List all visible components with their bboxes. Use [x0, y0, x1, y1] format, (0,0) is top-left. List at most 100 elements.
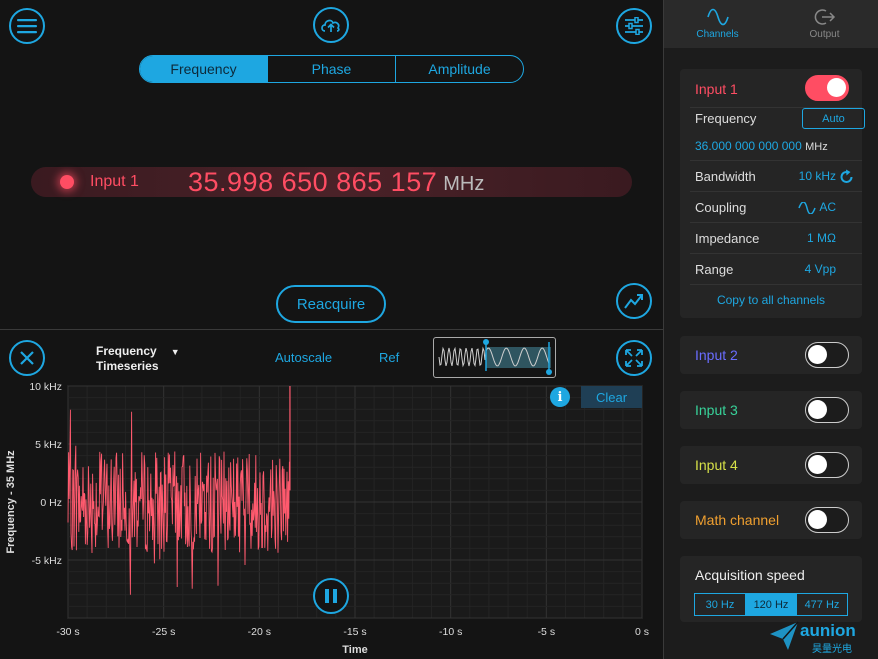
cloud-upload-button[interactable] [313, 7, 349, 43]
brand-subtitle: 昊量光电 [812, 644, 852, 655]
range-row[interactable]: Range 4 Vpp [695, 262, 852, 277]
plot-type-selector[interactable]: Frequency ▼ Timeseries [96, 344, 180, 373]
impedance-row[interactable]: Impedance 1 MΩ [695, 231, 852, 246]
frequency-auto-button[interactable]: Auto [802, 108, 865, 129]
ref-button[interactable]: Ref [379, 350, 400, 365]
toggle-knob [808, 345, 827, 364]
acquisition-speed-card: Acquisition speed 30 Hz 120 Hz 477 Hz [680, 556, 862, 622]
speed-477hz[interactable]: 477 Hz [804, 598, 840, 611]
impedance-value: 1 MΩ [807, 231, 836, 245]
input3-card: Input 3 [680, 391, 862, 429]
frequency-readout: Input 1 35.998 650 865 157 MHz [31, 167, 632, 197]
close-icon [20, 351, 34, 365]
trend-icon [624, 294, 643, 309]
math-channel-label: Math channel [695, 512, 780, 528]
x-tick-label: -10 s [439, 626, 462, 638]
timeline-minimap[interactable] [433, 337, 556, 378]
plot-type-line1: Frequency [96, 344, 157, 358]
divider [690, 191, 862, 192]
toggle-knob [827, 78, 846, 97]
tab-channels[interactable]: Channels [664, 0, 771, 48]
minimap-handle-right[interactable] [546, 369, 552, 375]
channel-sidebar: Channels Output Input 1 Frequency Auto 3… [664, 0, 878, 659]
output-icon [814, 9, 835, 25]
panel-divider [0, 329, 663, 330]
input1-toggle[interactable] [805, 75, 849, 101]
x-tick-label: -20 s [248, 626, 271, 638]
series-line [67, 409, 290, 595]
x-tick-label: -5 s [538, 626, 556, 638]
divider [690, 284, 862, 285]
coupling-label: Coupling [695, 200, 747, 215]
trend-button[interactable] [616, 283, 652, 319]
divider [690, 253, 862, 254]
toggle-knob [808, 510, 827, 529]
input4-label: Input 4 [695, 457, 738, 473]
y-tick-label: -5 kHz [32, 555, 62, 567]
tab-output-label: Output [809, 29, 840, 40]
autoscale-button[interactable]: Autoscale [275, 350, 333, 365]
speed-120hz[interactable]: 120 Hz [746, 594, 797, 615]
bandwidth-row[interactable]: Bandwidth 10 kHz [695, 169, 854, 184]
sliders-icon [625, 17, 643, 35]
input3-label: Input 3 [695, 402, 738, 418]
math-channel-toggle[interactable] [805, 507, 849, 533]
x-tick-label: 0 s [635, 626, 649, 638]
reacquire-button[interactable]: Reacquire [276, 285, 386, 323]
menu-icon [17, 19, 37, 34]
y-tick-label: 5 kHz [35, 439, 62, 451]
speed-30hz[interactable]: 30 Hz [695, 594, 746, 615]
tab-phase[interactable]: Phase [268, 56, 396, 82]
divider [690, 107, 862, 108]
menu-button[interactable] [9, 8, 45, 44]
channel-indicator-dot [60, 175, 74, 189]
acquisition-speed-selector: 30 Hz 120 Hz 477 Hz [694, 593, 848, 616]
frequency-timeseries-chart[interactable]: 10 kHz 5 kHz 0 Hz -5 kHz -30 s -25 s -20 s -15 … [0, 378, 663, 659]
tab-frequency[interactable]: Frequency [140, 56, 268, 82]
cloud-upload-icon [321, 19, 340, 32]
pause-button[interactable] [313, 578, 349, 614]
expand-plot-button[interactable] [616, 340, 652, 376]
input1-card: Input 1 Frequency Auto 36.000 000 000 00… [680, 69, 865, 318]
brand-logo-icon [770, 621, 799, 650]
measurement-tabs: Frequency Phase Amplitude [139, 55, 524, 83]
x-tick-label: -25 s [152, 626, 175, 638]
readout-channel-label: Input 1 [90, 173, 139, 190]
clear-button[interactable]: Clear [581, 386, 642, 408]
frequency-label: Frequency [695, 111, 757, 126]
tab-channels-label: Channels [696, 29, 739, 40]
y-tick-label: 0 Hz [40, 497, 62, 509]
range-value: 4 Vpp [804, 262, 836, 276]
chevron-down-icon: ▼ [170, 347, 180, 357]
readout-value: 35.998 650 865 157 [188, 166, 438, 197]
divider [690, 160, 862, 161]
info-button[interactable]: i [550, 387, 570, 407]
coupling-value: AC [819, 200, 836, 214]
copy-to-all-button[interactable]: Copy to all channels [716, 293, 826, 307]
sidebar-tabs: Channels Output [664, 0, 878, 48]
sidebar-divider [663, 0, 664, 659]
input4-card: Input 4 [680, 446, 862, 484]
frequency-setpoint[interactable]: 36.000 000 000 000 MHz [695, 139, 852, 153]
tab-output[interactable]: Output [771, 0, 878, 48]
input3-toggle[interactable] [805, 397, 849, 423]
settings-button[interactable] [616, 8, 652, 44]
y-tick-label: 10 kHz [29, 381, 62, 393]
toggle-knob [808, 455, 827, 474]
x-tick-label: -30 s [56, 626, 79, 638]
minimap-handle-left[interactable] [483, 339, 489, 345]
readout-unit: MHz [443, 172, 485, 195]
top-panel: Frequency Phase Amplitude Input 1 35.998… [0, 0, 663, 329]
bandwidth-value: 10 kHz [798, 169, 836, 183]
brand-name: aunion [800, 621, 856, 640]
math-channel-card: Math channel [680, 501, 862, 539]
divider [690, 222, 862, 223]
toggle-knob [808, 400, 827, 419]
input2-toggle[interactable] [805, 342, 849, 368]
tab-amplitude[interactable]: Amplitude [428, 61, 491, 77]
refresh-icon[interactable] [840, 169, 854, 184]
input4-toggle[interactable] [805, 452, 849, 478]
coupling-row[interactable]: Coupling AC [695, 200, 852, 215]
close-plot-button[interactable] [9, 340, 45, 376]
input2-label: Input 2 [695, 347, 738, 363]
